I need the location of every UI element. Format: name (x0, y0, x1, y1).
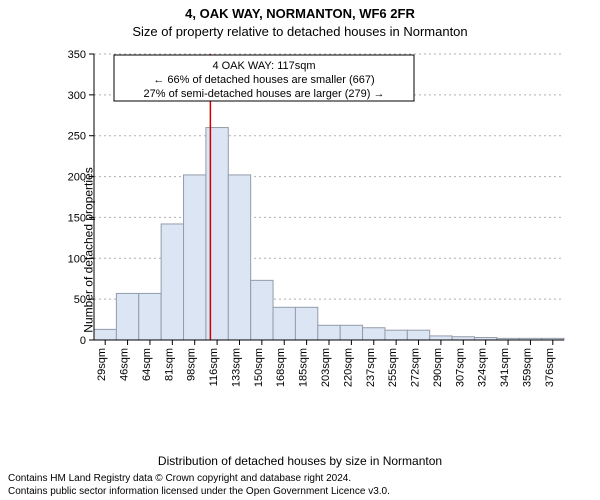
x-tick-label: 168sqm (275, 348, 287, 387)
x-tick-label: 64sqm (141, 348, 153, 381)
x-tick-label: 150sqm (253, 348, 265, 387)
histogram-bar (295, 307, 317, 340)
histogram-bar (228, 175, 250, 340)
x-tick-label: 220sqm (342, 348, 354, 387)
footnote-line-2: Contains public sector information licen… (8, 486, 390, 499)
histogram-bar (430, 336, 452, 340)
annotation-line-3: 27% of semi-detached houses are larger (… (144, 88, 385, 100)
y-tick-label: 0 (80, 335, 86, 347)
y-axis: 0 50 100 150 200 250 300 350 (68, 49, 94, 347)
x-tick-label: 98sqm (186, 348, 198, 381)
chart-title: 4, OAK WAY, NORMANTON, WF6 2FR (0, 6, 600, 21)
x-tick-label: 133sqm (230, 348, 242, 387)
y-tick-label: 150 (68, 212, 86, 224)
x-axis-label: Distribution of detached houses by size … (0, 454, 600, 468)
x-tick-label: 29sqm (96, 348, 108, 381)
x-tick-label: 341sqm (499, 348, 511, 387)
plot-area: 0 50 100 150 200 250 300 350 29sqm 46sqm 64sqm 81s… (60, 48, 570, 398)
chart-subtitle: Size of property relative to detached ho… (0, 24, 600, 39)
histogram-bars (94, 128, 564, 340)
histogram-bar (116, 293, 138, 340)
x-tick-label: 46sqm (119, 348, 131, 381)
y-tick-label: 250 (68, 131, 86, 143)
histogram-bar (273, 307, 295, 340)
footnote: Contains HM Land Registry data © Crown c… (8, 473, 390, 498)
histogram-bar (385, 330, 407, 340)
x-tick-label: 81sqm (163, 348, 175, 381)
annotation-line-1: 4 OAK WAY: 117sqm (212, 60, 315, 72)
x-tick-label: 185sqm (298, 348, 310, 387)
histogram-bar (318, 325, 340, 340)
histogram-bar (407, 330, 429, 340)
histogram-bar (251, 280, 273, 340)
x-tick-label: 324sqm (477, 348, 489, 387)
annotation-line-2: ← 66% of detached houses are smaller (66… (153, 74, 374, 86)
x-tick-label: 290sqm (432, 348, 444, 387)
footnote-line-1: Contains HM Land Registry data © Crown c… (8, 473, 390, 486)
x-tick-label: 255sqm (387, 348, 399, 387)
histogram-bar (139, 293, 161, 340)
x-tick-label: 376sqm (544, 348, 556, 387)
annotation-box: 4 OAK WAY: 117sqm ← 66% of detached hous… (114, 55, 414, 101)
histogram-bar (363, 328, 385, 340)
histogram-bar (161, 224, 183, 340)
histogram-bar (340, 325, 362, 340)
histogram-bar (94, 329, 116, 340)
x-tick-label: 116sqm (208, 348, 220, 386)
y-tick-label: 300 (68, 90, 86, 102)
histogram-bar (184, 175, 206, 340)
y-tick-label: 50 (74, 294, 86, 306)
y-tick-label: 200 (68, 172, 86, 184)
chart-container: 4, OAK WAY, NORMANTON, WF6 2FR Size of p… (0, 0, 600, 500)
x-axis: 29sqm 46sqm 64sqm 81sqm 98sqm 116sqm 133sqm 150… (94, 340, 564, 387)
y-tick-label: 100 (68, 253, 86, 265)
x-tick-label: 307sqm (454, 348, 466, 387)
histogram-bar (206, 128, 228, 340)
x-tick-label: 203sqm (320, 348, 332, 387)
x-tick-label: 237sqm (365, 348, 377, 387)
x-tick-label: 272sqm (410, 348, 422, 387)
x-tick-label: 359sqm (521, 348, 533, 387)
y-tick-label: 350 (68, 49, 86, 61)
